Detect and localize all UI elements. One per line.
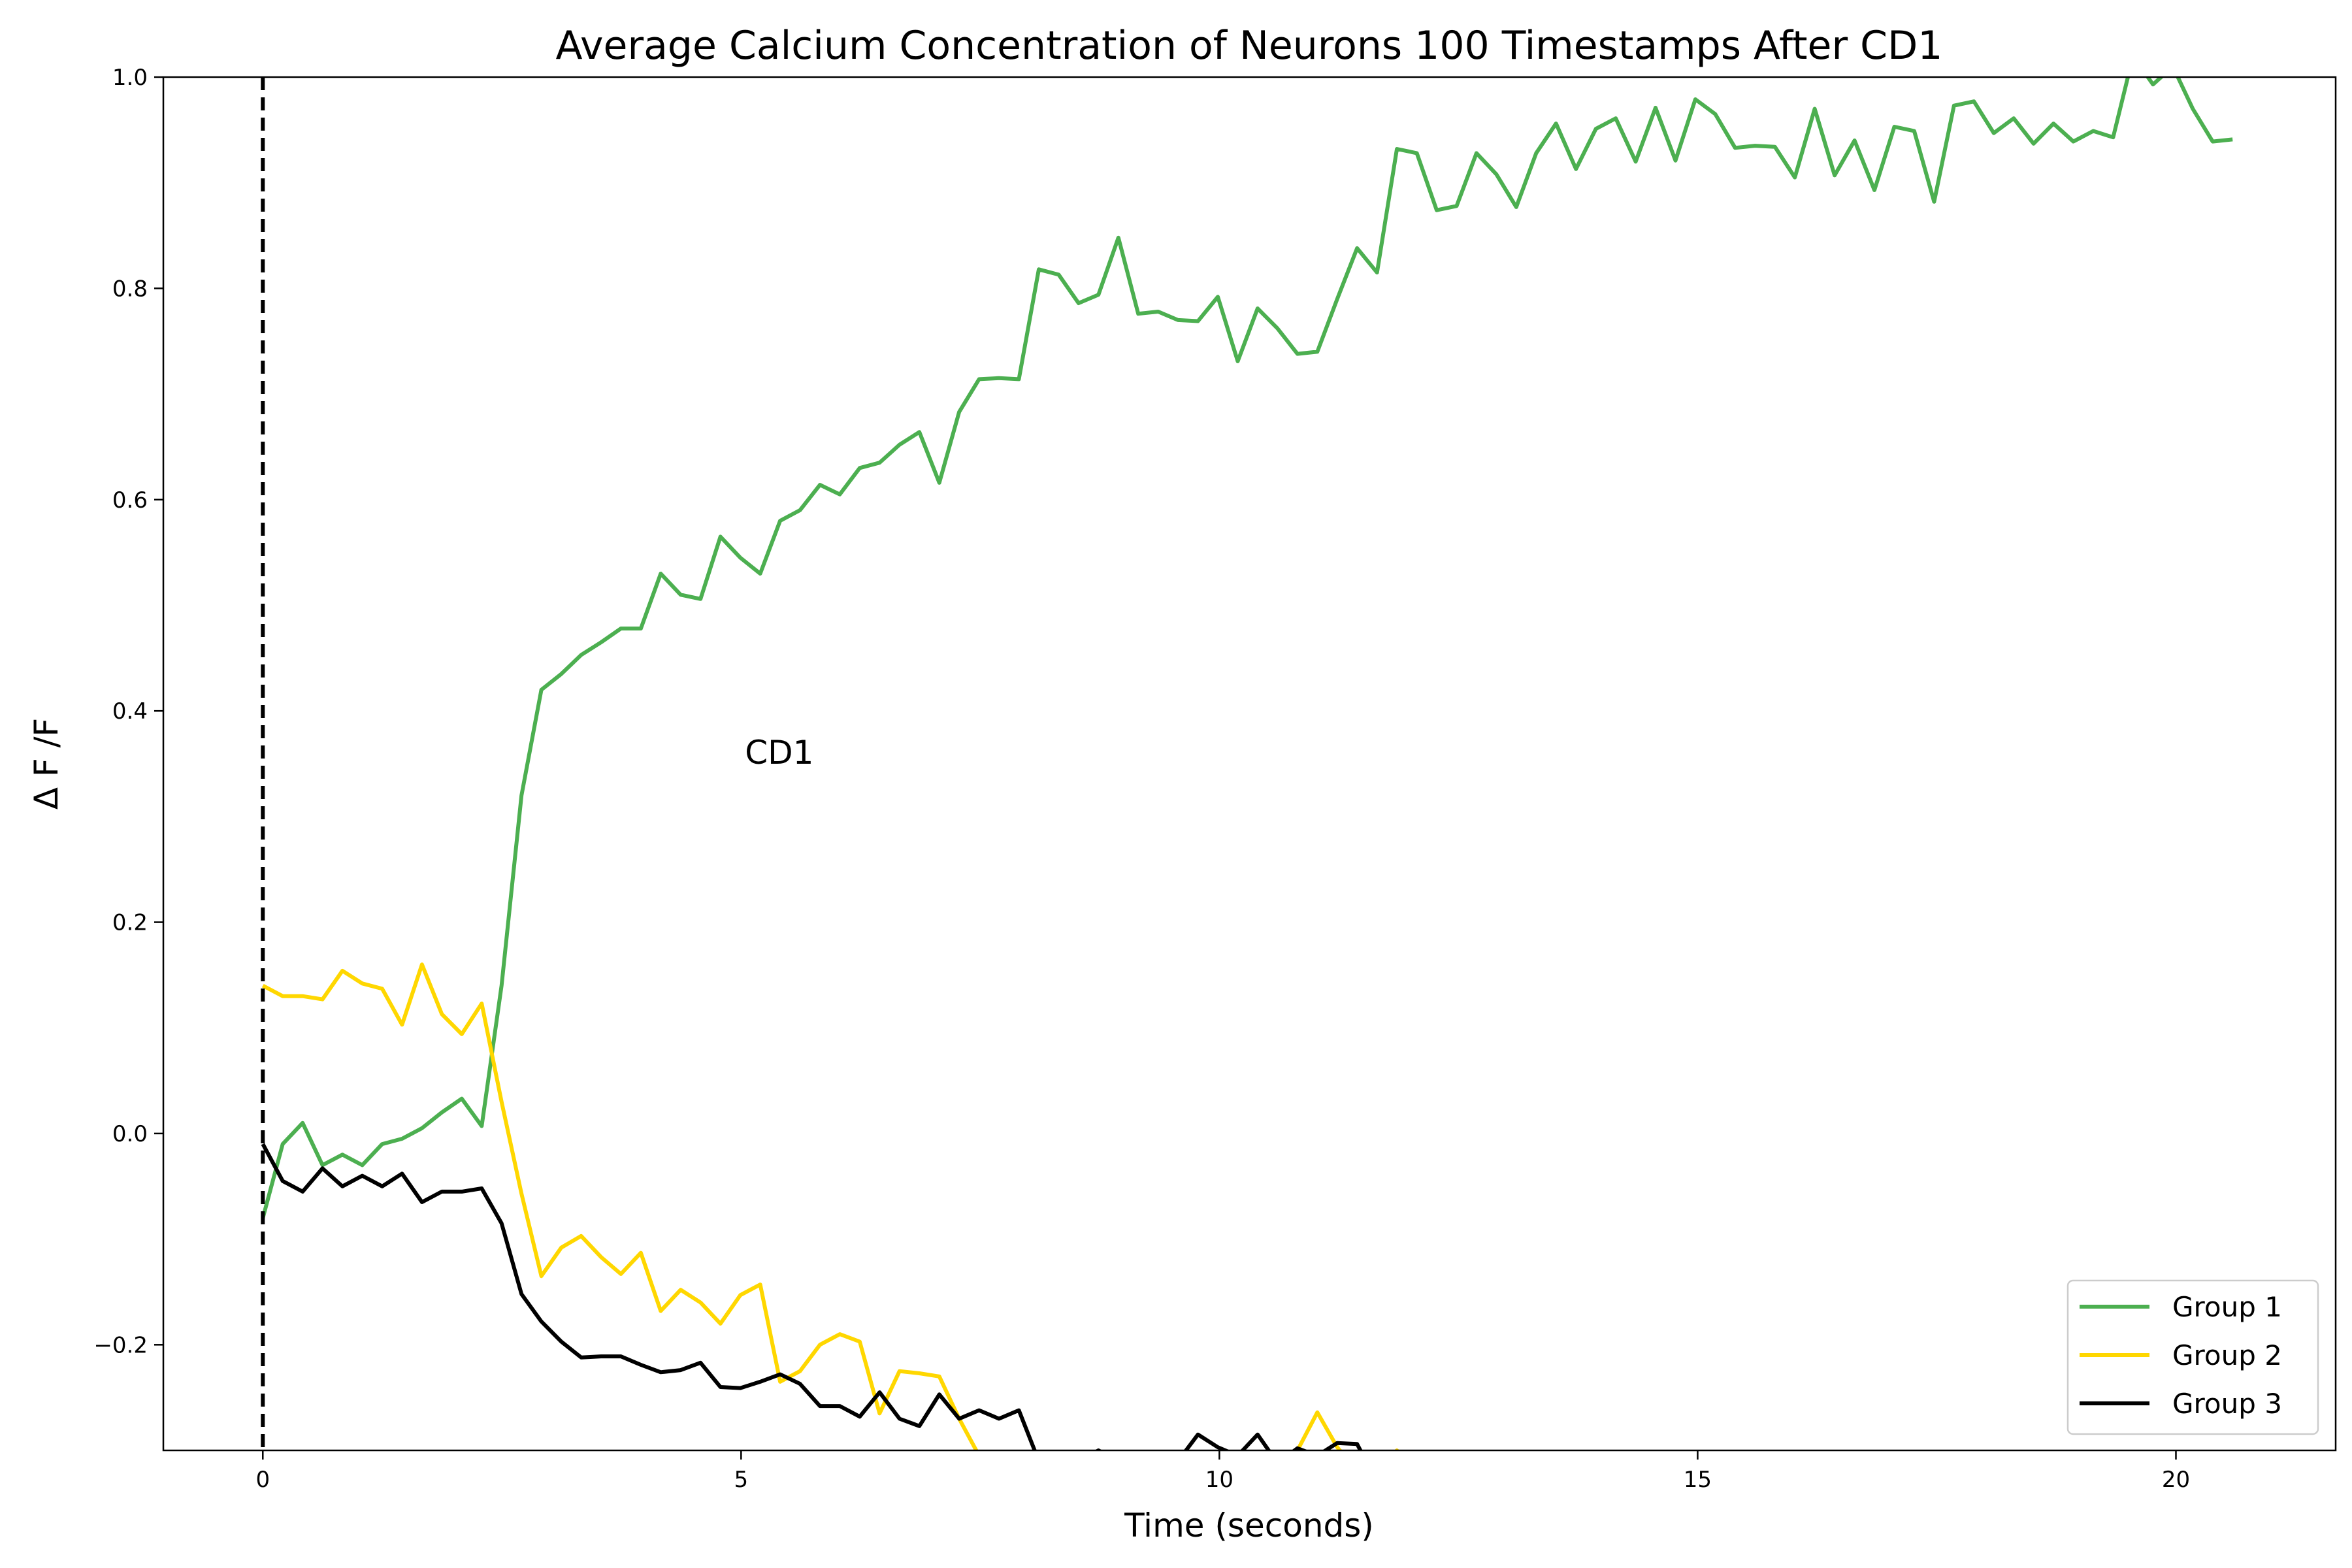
y-tick-label: 0.8 <box>112 276 148 302</box>
series-line-group-1 <box>261 77 2233 1219</box>
y-tick-label: 0.0 <box>112 1121 148 1147</box>
y-tick-label: 0.2 <box>112 910 148 936</box>
chart-title: Average Calcium Concentration of Neurons… <box>556 23 1943 69</box>
plot-frame <box>162 76 2337 1452</box>
series-line-group-2 <box>261 962 1400 1450</box>
x-axis: 0 5 10 15 20 <box>255 1450 2190 1493</box>
x-tick-label: 20 <box>2162 1467 2190 1493</box>
legend-label-group-1: Group 1 <box>2172 1291 2282 1323</box>
y-axis-label: Δ F /F <box>27 718 65 809</box>
cd1-annotation: CD1 <box>745 734 813 772</box>
y-axis: −0.2 0.0 0.2 0.4 0.6 0.8 1.0 <box>93 65 163 1358</box>
y-tick-label: 0.6 <box>112 487 148 514</box>
y-tick-label: −0.2 <box>93 1332 148 1358</box>
series-layer <box>261 77 2233 1450</box>
x-tick-label: 5 <box>734 1467 749 1493</box>
legend-box <box>2066 1279 2319 1435</box>
x-tick-label: 0 <box>255 1467 270 1493</box>
x-axis-label: Time (seconds) <box>1124 1507 1374 1544</box>
series-line-group-3 <box>261 1143 1363 1450</box>
y-tick-label: 0.4 <box>112 698 148 725</box>
legend-label-group-2: Group 2 <box>2172 1339 2282 1371</box>
legend-label-group-3: Group 3 <box>2172 1388 2282 1420</box>
x-tick-label: 10 <box>1205 1467 1233 1493</box>
y-tick-label: 1.0 <box>112 65 148 91</box>
legend: Group 1 Group 2 Group 3 <box>2066 1279 2319 1435</box>
x-tick-label: 15 <box>1684 1467 1712 1493</box>
